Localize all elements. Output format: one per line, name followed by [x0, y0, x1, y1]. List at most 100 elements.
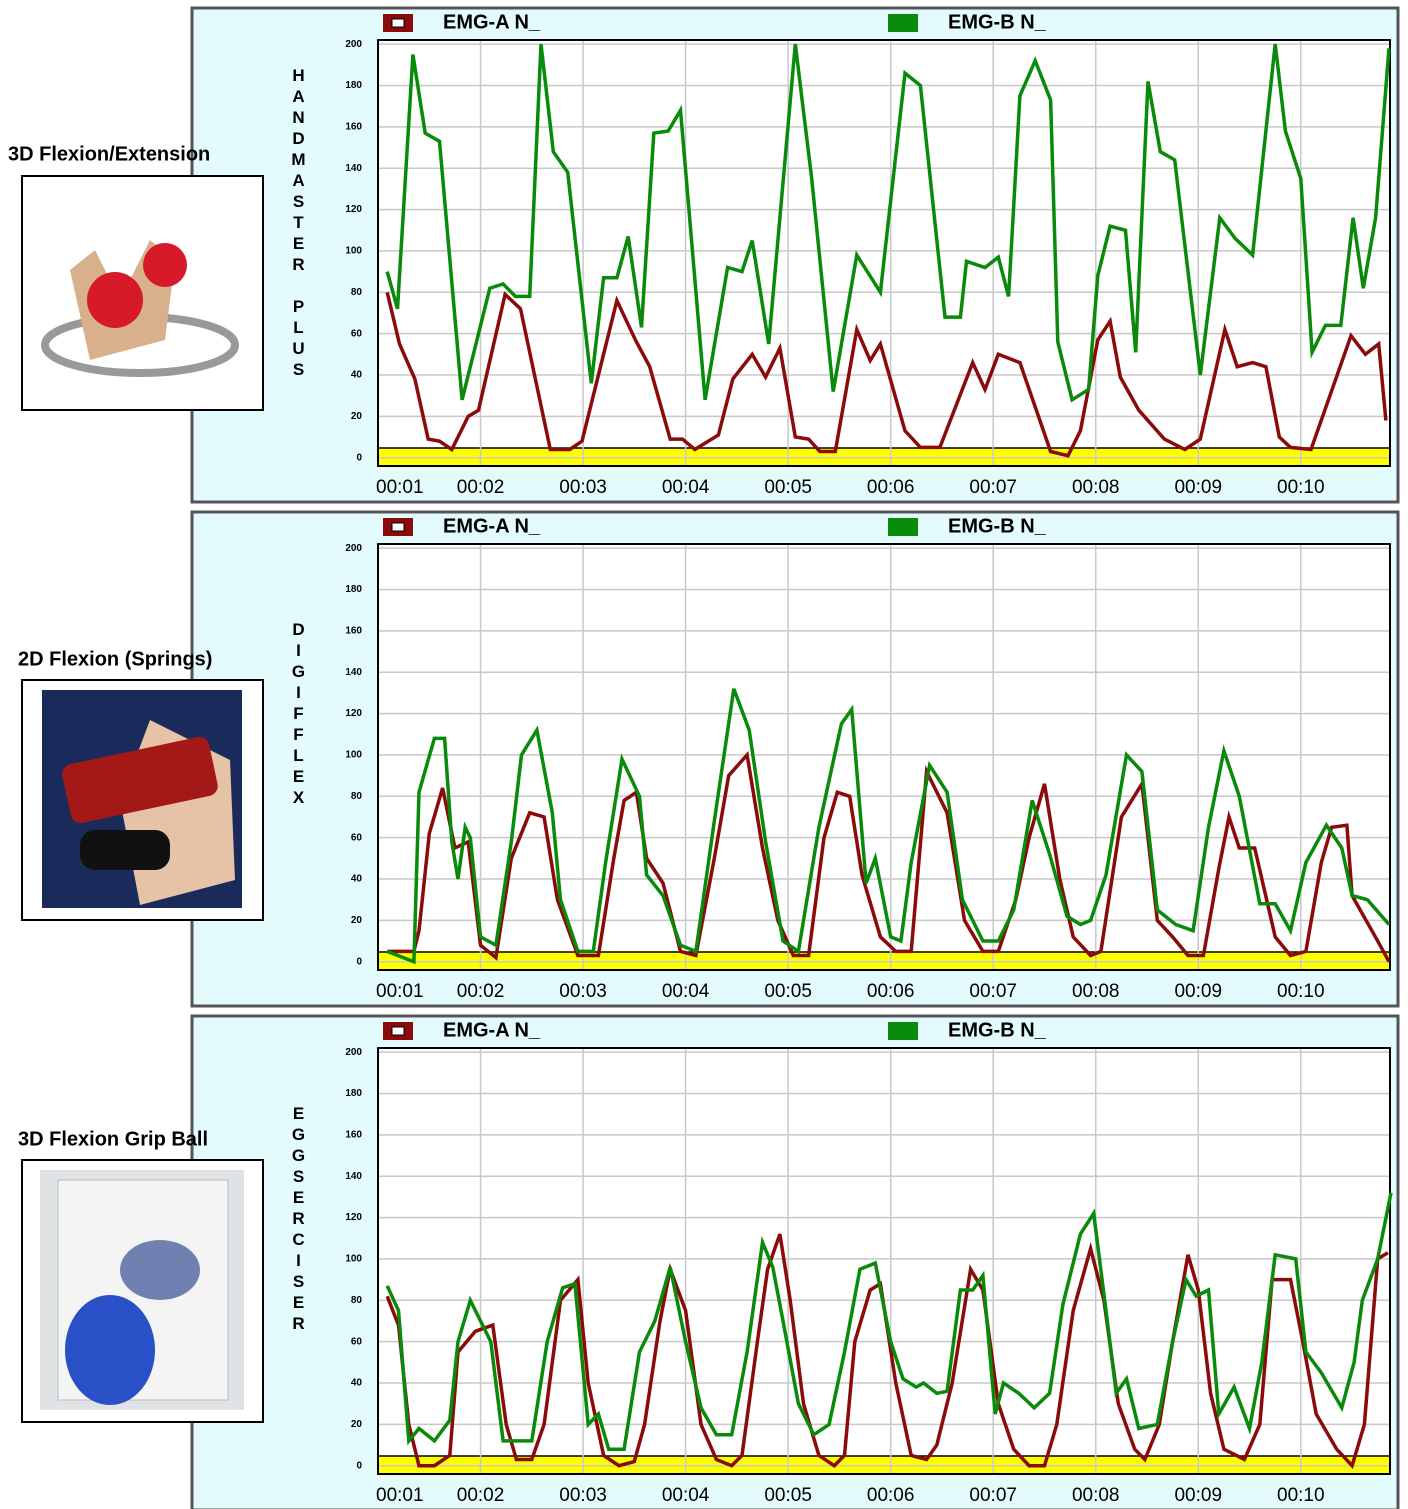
- y-tick-label: 180: [345, 584, 362, 595]
- ball: [87, 272, 143, 328]
- x-tick-label: 00:05: [764, 477, 812, 498]
- device: [62, 736, 218, 824]
- device-label: DIGIFFLEX: [289, 620, 308, 809]
- y-tick-label: 200: [345, 543, 362, 554]
- y-tick-label: 100: [345, 750, 362, 761]
- x-tick-label: 00:05: [764, 1485, 812, 1506]
- x-tick-label: 00:03: [559, 981, 607, 1002]
- x-tick-label: 00:05: [764, 981, 812, 1002]
- x-tick-label: 00:02: [457, 981, 505, 1002]
- plot-area: [378, 1048, 1390, 1474]
- y-tick-label: 40: [351, 874, 363, 885]
- y-tick-label: 140: [345, 667, 362, 678]
- panel: [21, 6, 1400, 504]
- y-tick-label: 0: [356, 956, 362, 967]
- x-tick-label: 00:09: [1174, 477, 1222, 498]
- x-tick-label: 00:10: [1277, 981, 1325, 1002]
- legend-label: EMG-B N_: [948, 1019, 1047, 1041]
- hand: [120, 1240, 200, 1300]
- y-tick-label: 20: [351, 915, 363, 926]
- series-line: [387, 750, 1391, 963]
- legend-label: EMG-A N_: [443, 1019, 541, 1041]
- y-tick-label: 80: [351, 1295, 363, 1306]
- series-line: [385, 1192, 1393, 1451]
- x-tick-label: 00:01: [376, 981, 424, 1002]
- plot-border: [377, 543, 1391, 971]
- x-tick-label: 00:01: [376, 477, 424, 498]
- x-tick-label: 00:06: [867, 1485, 915, 1506]
- legend-swatch: [888, 518, 918, 536]
- legend-label: EMG-B N_: [948, 11, 1047, 33]
- y-tick-label: 180: [345, 1088, 362, 1099]
- caption: 3D Flexion/Extension: [8, 143, 210, 165]
- legend-label: EMG-B N_: [948, 515, 1047, 537]
- y-tick-label: 20: [351, 411, 363, 422]
- legend-label: EMG-A N_: [443, 515, 541, 537]
- device-label: EGGSERCISER: [289, 1104, 308, 1335]
- x-tick-label: 00:04: [662, 477, 710, 498]
- caption: 2D Flexion (Springs): [18, 648, 212, 670]
- x-tick-label: 00:02: [457, 477, 505, 498]
- y-tick-label: 160: [345, 625, 362, 636]
- y-tick-label: 60: [351, 328, 363, 339]
- series-line: [385, 291, 1388, 458]
- x-tick-label: 00:07: [969, 1485, 1017, 1506]
- series-line: [386, 688, 1391, 965]
- y-tick-label: 200: [345, 1047, 362, 1058]
- y-tick-label: 0: [356, 1460, 362, 1471]
- y-tick-label: 120: [345, 1212, 362, 1223]
- y-tick-label: 40: [351, 370, 363, 381]
- x-tick-label: 00:10: [1277, 1485, 1325, 1506]
- legend-swatch-inner: [391, 18, 405, 28]
- y-tick-label: 60: [351, 1336, 363, 1347]
- x-tick-label: 00:03: [559, 1485, 607, 1506]
- x-tick-label: 00:08: [1072, 1485, 1120, 1506]
- y-tick-label: 20: [351, 1419, 363, 1430]
- x-tick-label: 00:01: [376, 1485, 424, 1506]
- x-tick-label: 00:08: [1072, 981, 1120, 1002]
- y-tick-label: 120: [345, 708, 362, 719]
- x-tick-label: 00:07: [969, 477, 1017, 498]
- plot-border: [377, 1047, 1391, 1475]
- x-tick-label: 00:04: [662, 981, 710, 1002]
- series-line: [385, 43, 1391, 403]
- legend-swatch-inner: [391, 1026, 405, 1036]
- x-tick-label: 00:06: [867, 477, 915, 498]
- panel: [21, 1014, 1400, 1509]
- x-tick-label: 00:04: [662, 1485, 710, 1506]
- legend-swatch: [888, 14, 918, 32]
- y-tick-label: 100: [345, 246, 362, 257]
- x-tick-label: 00:07: [969, 981, 1017, 1002]
- y-tick-label: 160: [345, 1129, 362, 1140]
- y-tick-label: 200: [345, 39, 362, 50]
- y-tick-label: 140: [345, 163, 362, 174]
- x-tick-label: 00:10: [1277, 477, 1325, 498]
- plot-border: [377, 39, 1391, 467]
- y-tick-label: 80: [351, 791, 363, 802]
- egg: [65, 1295, 155, 1405]
- legend-label: EMG-A N_: [443, 11, 541, 33]
- y-tick-label: 100: [345, 1254, 362, 1265]
- y-tick-label: 140: [345, 1171, 362, 1182]
- y-tick-label: 40: [351, 1378, 363, 1389]
- legend-swatch-inner: [391, 522, 405, 532]
- device-label: HANDMASTER PLUS: [289, 66, 308, 381]
- y-tick-label: 0: [356, 452, 362, 463]
- ball: [143, 243, 187, 287]
- caption: 3D Flexion Grip Ball: [18, 1128, 208, 1150]
- series-line: [385, 1233, 1389, 1470]
- y-tick-label: 60: [351, 832, 363, 843]
- legend-swatch: [888, 1022, 918, 1040]
- x-tick-label: 00:03: [559, 477, 607, 498]
- y-tick-label: 160: [345, 121, 362, 132]
- y-tick-label: 180: [345, 80, 362, 91]
- grip: [80, 830, 170, 870]
- y-tick-label: 80: [351, 287, 363, 298]
- x-tick-label: 00:08: [1072, 477, 1120, 498]
- y-tick-label: 120: [345, 204, 362, 215]
- x-tick-label: 00:09: [1174, 1485, 1222, 1506]
- x-tick-label: 00:09: [1174, 981, 1222, 1002]
- x-tick-label: 00:02: [457, 1485, 505, 1506]
